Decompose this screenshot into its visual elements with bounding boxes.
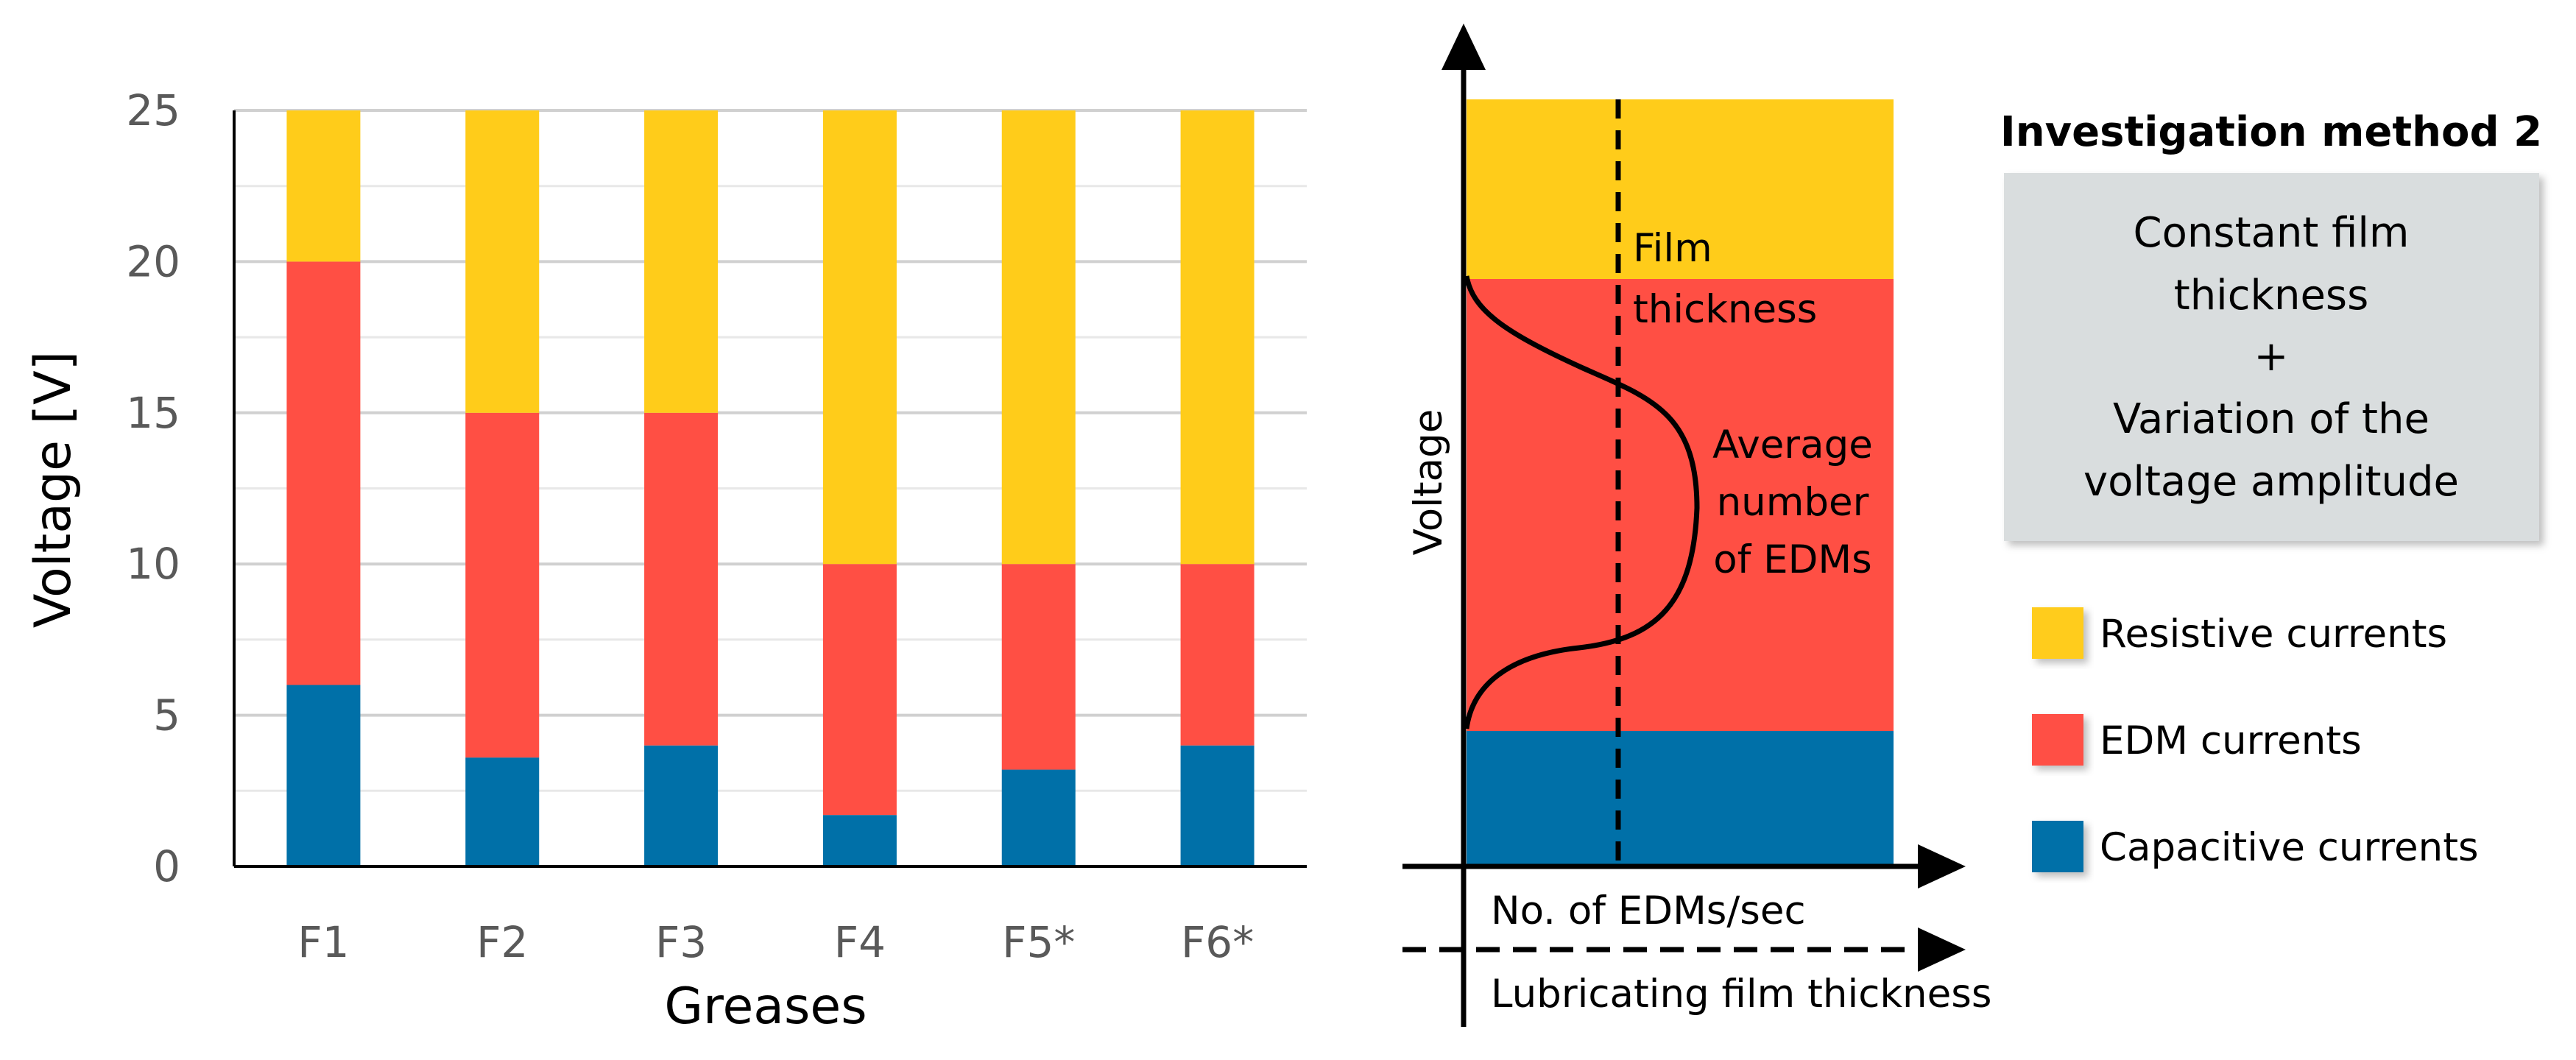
x-tick-label: F3	[655, 917, 707, 967]
method-panel: Investigation method 2 Constant film thi…	[2000, 108, 2542, 541]
y-tick-labels: 0 5 10 15 20 25	[126, 85, 180, 891]
edm-label-line3: of EDMs	[1713, 537, 1872, 582]
bar-edm-f6star	[1180, 564, 1255, 746]
bar-capacitive-f4	[822, 815, 897, 866]
legend-label-capacitive: Capacitive currents	[2100, 825, 2479, 870]
bar-capacitive-f2	[465, 757, 540, 866]
diagram-x2-arrow-icon	[1918, 928, 1966, 972]
y-tick-label: 15	[126, 388, 180, 438]
x-tick-label: F2	[476, 917, 528, 967]
diagram-x-label: No. of EDMs/sec	[1491, 888, 1806, 933]
x-axis-label: Greases	[664, 978, 867, 1036]
bar-resistive-f5star	[1001, 110, 1076, 565]
legend-label-resistive: Resistive currents	[2100, 612, 2447, 657]
grid-lines	[234, 109, 1307, 792]
diagram-resistive-zone	[1467, 99, 1894, 279]
schematic-diagram: Voltage Film thickness Average number of…	[1402, 24, 1992, 1027]
y-axis-label: Voltage [V]	[24, 351, 82, 628]
panel-title: Investigation method 2	[2000, 108, 2542, 156]
y-tick-label: 0	[153, 841, 180, 891]
bar-edm-f3	[644, 412, 719, 746]
y-tick-label: 25	[126, 85, 180, 135]
edm-label-line2: number	[1717, 480, 1869, 525]
bar-edm-f2	[465, 412, 540, 758]
bar-resistive-f4	[822, 110, 897, 565]
bar-resistive-f3	[644, 110, 719, 413]
bar-chart: 0 5 10 15 20 25 F1 F2 F3 F4 F5* F6* Greases Voltag…	[24, 85, 1307, 1036]
bar-resistive-f1	[286, 110, 361, 262]
diagram-capacitive-zone	[1467, 731, 1894, 866]
x-tick-label: F1	[297, 917, 349, 967]
x-tick-label: F4	[834, 917, 886, 967]
diagram-y-label: Voltage	[1406, 409, 1451, 556]
bar-capacitive-f3	[644, 745, 719, 866]
bar-edm-f1	[286, 261, 361, 685]
bar-edm-f4	[822, 564, 897, 816]
box-line-4: Variation of the	[2113, 395, 2429, 443]
diagram-x-arrow-icon	[1918, 844, 1966, 888]
box-line-5: voltage amplitude	[2083, 458, 2459, 506]
film-label-line2: thickness	[1633, 287, 1817, 332]
diagram-y-arrow-icon	[1441, 24, 1486, 70]
method-box	[2004, 173, 2539, 541]
edm-distribution-curve	[1464, 275, 1700, 729]
diagram-x2-label: Lubricating film thickness	[1491, 972, 1992, 1017]
edm-label-line1: Average	[1712, 423, 1873, 467]
x-tick-label: F5*	[1002, 917, 1075, 967]
legend-swatch-edm	[2032, 714, 2083, 766]
bar-capacitive-f1	[286, 685, 361, 866]
y-tick-label: 5	[153, 690, 180, 741]
bars	[286, 110, 1255, 866]
y-tick-label: 20	[126, 236, 180, 286]
legend-swatch-resistive	[2032, 607, 2083, 659]
legend-swatch-capacitive	[2032, 821, 2083, 872]
legend-label-edm: EDM currents	[2100, 718, 2362, 763]
bar-capacitive-f5star	[1001, 769, 1076, 866]
box-line-2: thickness	[2174, 272, 2369, 319]
y-tick-label: 10	[126, 539, 180, 589]
bar-capacitive-f6star	[1180, 745, 1255, 866]
x-tick-label: F6*	[1181, 917, 1254, 967]
bar-resistive-f2	[465, 110, 540, 413]
bar-resistive-f6star	[1180, 110, 1255, 565]
film-label-line1: Film	[1633, 226, 1712, 271]
x-tick-labels: F1 F2 F3 F4 F5* F6*	[297, 917, 1254, 967]
legend: Resistive currents EDM currents Capacitive…	[2032, 607, 2479, 872]
box-line-1: Constant film	[2134, 209, 2410, 257]
box-line-3: +	[2254, 333, 2289, 381]
bar-edm-f5star	[1001, 564, 1076, 770]
